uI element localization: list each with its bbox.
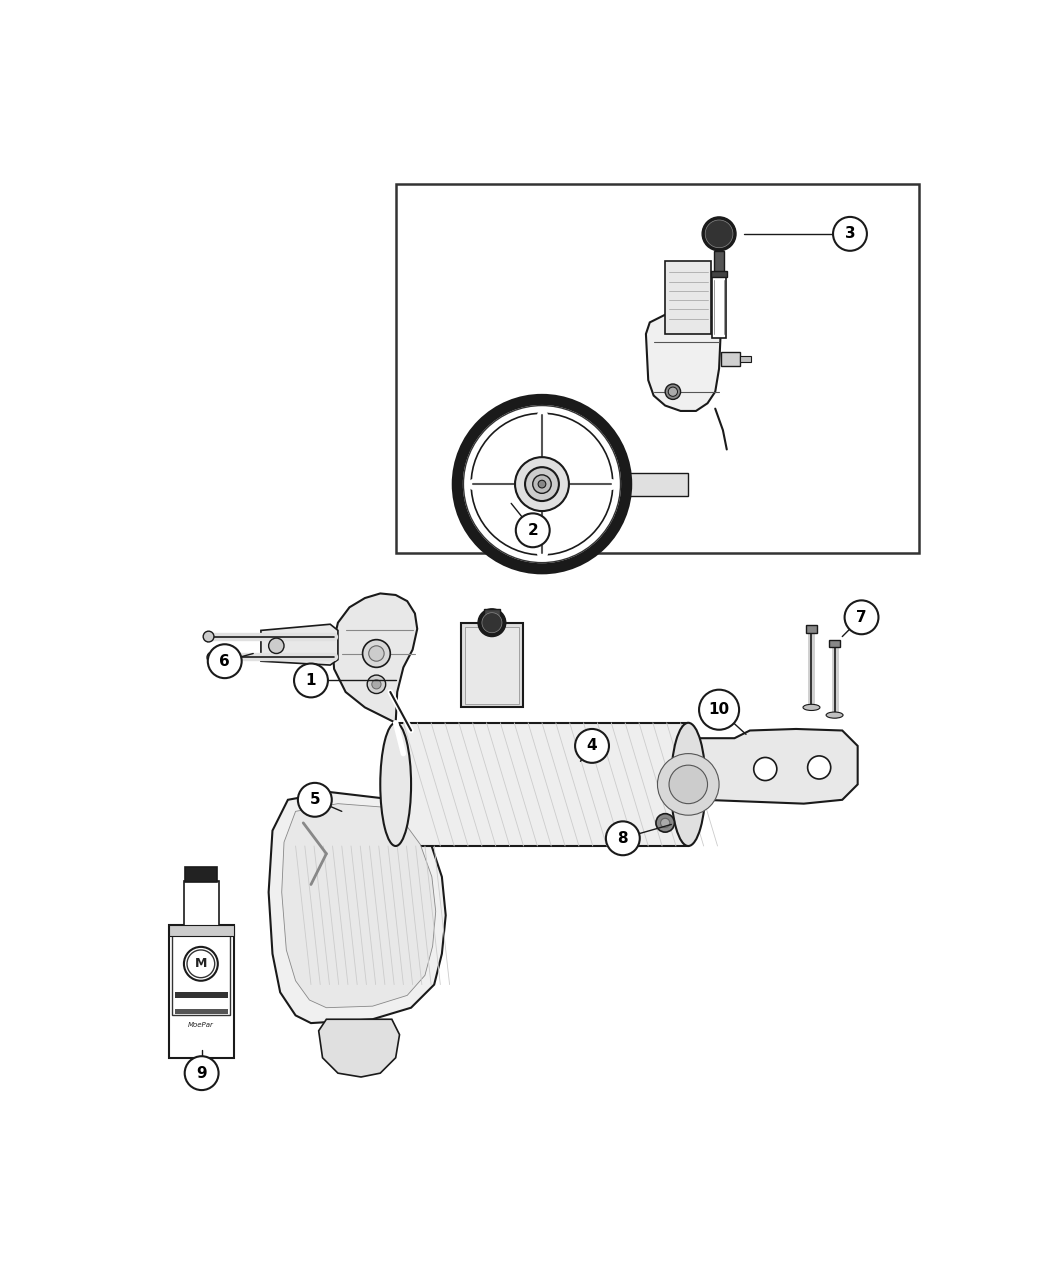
Text: 10: 10 xyxy=(709,703,730,718)
Bar xyxy=(172,931,230,1015)
Circle shape xyxy=(516,514,550,547)
Bar xyxy=(174,1010,228,1014)
Ellipse shape xyxy=(380,723,412,847)
Circle shape xyxy=(478,609,506,636)
Circle shape xyxy=(362,640,391,667)
Bar xyxy=(720,352,740,366)
Bar xyxy=(666,261,712,334)
Circle shape xyxy=(208,644,242,678)
Bar xyxy=(465,626,519,704)
Circle shape xyxy=(184,947,217,980)
Bar xyxy=(168,924,234,1058)
Circle shape xyxy=(606,821,639,856)
Circle shape xyxy=(207,652,217,663)
Bar xyxy=(712,277,726,338)
Text: 8: 8 xyxy=(617,831,628,845)
Circle shape xyxy=(668,388,677,397)
Polygon shape xyxy=(281,803,436,1007)
Ellipse shape xyxy=(826,711,843,718)
Ellipse shape xyxy=(803,704,820,710)
Circle shape xyxy=(294,663,328,697)
Circle shape xyxy=(369,646,384,662)
Circle shape xyxy=(754,757,777,780)
Bar xyxy=(184,881,218,931)
Circle shape xyxy=(532,474,551,493)
Bar xyxy=(806,625,817,632)
Polygon shape xyxy=(269,792,446,1023)
Circle shape xyxy=(844,601,879,634)
Bar xyxy=(712,270,727,277)
Circle shape xyxy=(666,384,680,399)
Circle shape xyxy=(269,638,284,654)
Circle shape xyxy=(656,813,674,833)
Circle shape xyxy=(660,819,670,827)
Circle shape xyxy=(482,613,502,632)
Text: 3: 3 xyxy=(844,227,856,241)
Circle shape xyxy=(463,405,621,562)
Polygon shape xyxy=(260,625,338,666)
Circle shape xyxy=(187,950,215,978)
Polygon shape xyxy=(319,1019,399,1077)
Circle shape xyxy=(538,481,546,488)
Circle shape xyxy=(525,467,559,501)
Text: 7: 7 xyxy=(856,609,867,625)
Circle shape xyxy=(669,765,708,803)
Bar xyxy=(461,622,523,708)
Text: 4: 4 xyxy=(587,738,597,754)
Circle shape xyxy=(471,413,613,555)
Bar xyxy=(186,867,217,882)
Circle shape xyxy=(298,783,332,817)
Circle shape xyxy=(575,729,609,762)
Circle shape xyxy=(204,631,214,641)
Text: 6: 6 xyxy=(219,654,230,668)
Polygon shape xyxy=(689,729,858,803)
Circle shape xyxy=(833,217,867,251)
Circle shape xyxy=(699,690,739,729)
Circle shape xyxy=(807,756,831,779)
Bar xyxy=(396,723,689,847)
Polygon shape xyxy=(646,314,720,411)
Circle shape xyxy=(458,399,627,569)
Circle shape xyxy=(702,217,736,251)
Text: 9: 9 xyxy=(196,1066,207,1081)
Polygon shape xyxy=(333,593,417,723)
Bar xyxy=(168,924,234,936)
Text: 2: 2 xyxy=(527,523,538,538)
Text: MoePar: MoePar xyxy=(188,1023,214,1029)
Bar xyxy=(740,356,752,362)
Text: 5: 5 xyxy=(310,792,320,807)
Circle shape xyxy=(514,458,569,511)
Circle shape xyxy=(706,221,733,247)
Bar xyxy=(714,251,724,273)
Bar xyxy=(396,184,920,553)
Circle shape xyxy=(372,680,381,688)
Text: 1: 1 xyxy=(306,673,316,689)
Circle shape xyxy=(657,754,719,815)
Bar xyxy=(615,473,689,496)
Bar xyxy=(484,609,500,625)
Ellipse shape xyxy=(671,723,706,847)
Circle shape xyxy=(368,674,385,694)
Circle shape xyxy=(185,1056,218,1090)
Bar xyxy=(174,992,228,998)
Bar xyxy=(830,640,840,648)
Text: M: M xyxy=(194,958,207,970)
